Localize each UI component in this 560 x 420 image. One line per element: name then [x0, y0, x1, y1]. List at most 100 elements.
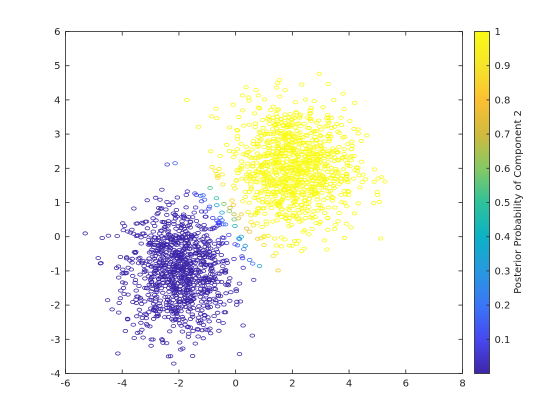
scatter-point [214, 304, 221, 309]
scatter-point [343, 221, 350, 226]
scatter-point [249, 171, 256, 176]
scatter-point [186, 222, 192, 227]
scatter-point [222, 267, 229, 272]
scatter-point [360, 172, 366, 177]
scatter-point [302, 210, 308, 215]
scatter-point [144, 286, 150, 291]
scatter-point [202, 209, 208, 214]
scatter-point [222, 270, 229, 275]
scatter-point [186, 305, 192, 310]
scatter-point [120, 228, 126, 233]
scatter-point [141, 264, 147, 269]
scatter-point [254, 221, 260, 226]
scatter-point [313, 129, 320, 134]
scatter-point [196, 321, 203, 326]
scatter-point [179, 219, 185, 224]
scatter-point [289, 243, 295, 248]
scatter-point [359, 159, 365, 164]
scatter-point [246, 200, 252, 205]
x-tick-label: -4 [117, 379, 127, 390]
scatter-point [242, 194, 249, 199]
scatter-point [191, 236, 198, 241]
scatter-point [116, 300, 122, 305]
scatter-point [143, 316, 149, 321]
scatter-point [320, 105, 326, 110]
scatter-point [276, 212, 282, 217]
scatter-point [320, 185, 327, 190]
scatter-point [321, 177, 328, 182]
scatter-point [278, 117, 285, 122]
scatter-point [203, 214, 209, 219]
scatter-point [194, 326, 201, 331]
scatter-point [315, 156, 321, 161]
scatter-point [203, 275, 209, 280]
scatter-point [253, 88, 259, 93]
scatter-point [223, 291, 229, 296]
scatter-point [158, 228, 164, 233]
scatter-point [122, 328, 129, 333]
scatter-point [271, 157, 277, 162]
scatter-point [298, 249, 305, 254]
scatter-point [216, 271, 223, 276]
scatter-point [144, 198, 150, 203]
scatter-point [310, 185, 317, 190]
scatter-point [339, 155, 345, 160]
scatter-point [273, 111, 279, 116]
scatter-point [246, 169, 252, 174]
scatter-point [243, 85, 249, 90]
scatter-point [304, 180, 310, 185]
scatter-point [345, 188, 351, 193]
scatter-point [154, 312, 161, 317]
scatter-point [212, 300, 218, 305]
scatter-point [200, 303, 207, 308]
colorbar-tick-label: 0.9 [495, 61, 511, 72]
scatter-point [153, 294, 160, 299]
scatter-point [208, 268, 214, 273]
scatter-point [245, 210, 251, 215]
scatter-point [209, 164, 215, 169]
scatter-point [249, 147, 255, 152]
scatter-point [327, 193, 333, 198]
scatter-point [351, 176, 357, 181]
scatter-point [115, 264, 122, 269]
scatter-point [166, 248, 172, 253]
scatter-point [291, 178, 297, 183]
scatter-point [258, 236, 264, 241]
scatter-point [187, 295, 193, 300]
scatter-point [336, 144, 342, 149]
scatter-point [324, 182, 330, 187]
scatter-point [152, 258, 159, 263]
scatter-point [293, 214, 299, 219]
scatter-point [199, 227, 205, 232]
colorbar-tick-label: 1 [495, 27, 501, 38]
scatter-point [270, 254, 276, 259]
scatter-point [231, 212, 237, 217]
scatter-point [318, 127, 324, 132]
scatter-point [184, 285, 191, 290]
scatter-point [240, 199, 246, 204]
scatter-point [169, 277, 175, 282]
scatter-point [256, 264, 263, 269]
scatter-point [226, 149, 233, 154]
scatter-point [186, 280, 192, 285]
scatter-point [169, 242, 175, 247]
scatter-point [297, 112, 304, 117]
scatter-point [308, 118, 314, 123]
scatter-point [201, 283, 207, 288]
scatter-point [141, 268, 148, 273]
scatter-point [375, 192, 381, 197]
scatter-point [262, 187, 269, 192]
scatter-point [133, 314, 140, 319]
scatter-point [210, 215, 216, 220]
scatter-point [215, 238, 221, 243]
scatter-point [276, 137, 282, 142]
scatter-point [200, 336, 206, 341]
scatter-point [201, 297, 207, 302]
scatter-point [184, 97, 190, 102]
colorbar-ticks: 0.1 0.2 0.3 0.4 0.5 0.6 0.7 0.8 0.9 1 [486, 27, 511, 346]
scatter-point [333, 168, 340, 173]
scatter-point [324, 196, 331, 201]
scatter-point [174, 195, 181, 200]
scatter-point [330, 183, 337, 188]
scatter-point [276, 146, 282, 151]
